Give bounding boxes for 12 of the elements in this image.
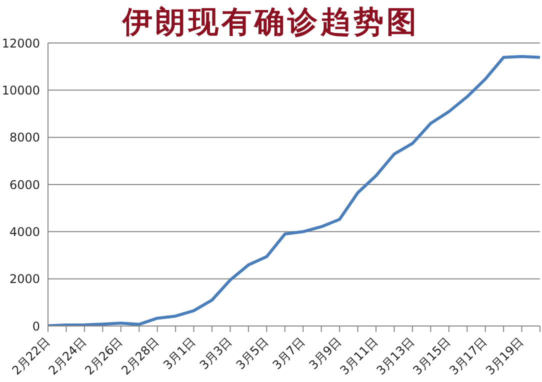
y-tick-label: 2000 bbox=[9, 272, 40, 286]
chart-title: 伊朗现有确诊趋势图 bbox=[122, 5, 420, 40]
y-tick-label: 10000 bbox=[2, 83, 40, 98]
x-tick-label: 3月7日 bbox=[270, 334, 308, 372]
y-tick-label: 4000 bbox=[9, 224, 40, 239]
y-tick-label: 0 bbox=[32, 319, 40, 334]
y-tick-label: 12000 bbox=[2, 36, 40, 50]
y-tick-label: 6000 bbox=[9, 178, 40, 192]
x-tick-label: 3月3日 bbox=[196, 334, 235, 372]
x-tick-label: 3月5日 bbox=[233, 334, 272, 372]
y-tick-label: 8000 bbox=[9, 130, 40, 145]
x-tick-label: 3月1日 bbox=[160, 334, 198, 372]
